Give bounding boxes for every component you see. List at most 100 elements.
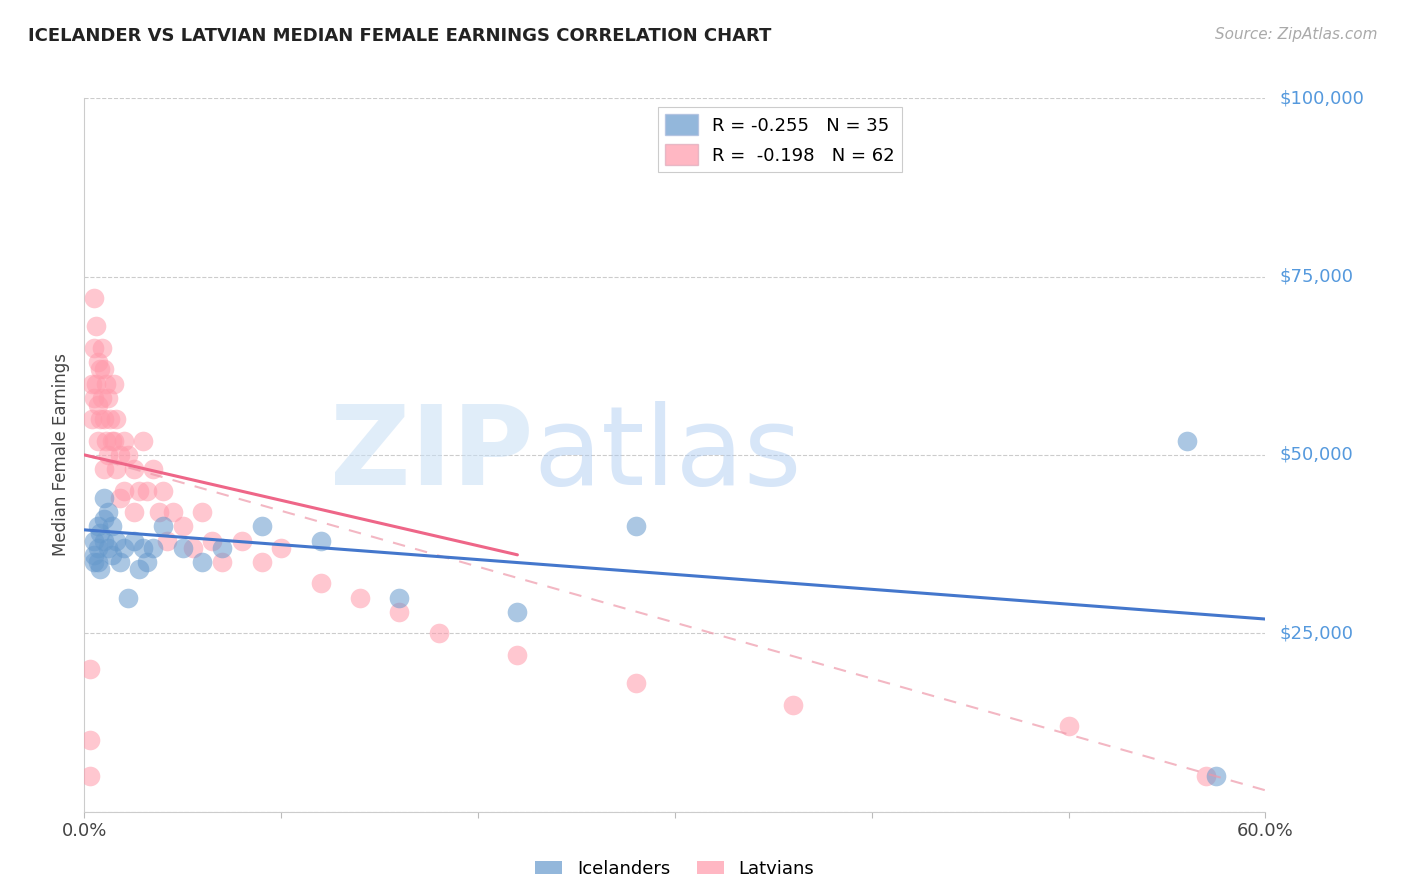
- Point: [128, 562, 150, 576]
- Point: [101, 548, 124, 562]
- Point: [309, 576, 332, 591]
- Point: [97, 448, 120, 462]
- Point: [93, 491, 115, 505]
- Point: [112, 434, 135, 448]
- Point: [94, 434, 117, 448]
- Point: [270, 541, 292, 555]
- Point: [89, 526, 111, 541]
- Point: [349, 591, 371, 605]
- Point: [250, 519, 273, 533]
- Point: [231, 533, 253, 548]
- Point: [1057, 719, 1080, 733]
- Point: [136, 555, 159, 569]
- Point: [181, 541, 204, 555]
- Point: [98, 412, 121, 426]
- Point: [211, 555, 233, 569]
- Point: [93, 533, 115, 548]
- Point: [79, 769, 101, 783]
- Point: [172, 541, 194, 555]
- Point: [93, 512, 115, 526]
- Point: [91, 391, 114, 405]
- Point: [152, 483, 174, 498]
- Point: [83, 533, 105, 548]
- Point: [172, 519, 194, 533]
- Point: [93, 362, 115, 376]
- Text: ZIP: ZIP: [330, 401, 533, 508]
- Legend: Icelanders, Latvians: Icelanders, Latvians: [529, 853, 821, 885]
- Point: [1205, 769, 1227, 783]
- Point: [388, 591, 411, 605]
- Point: [103, 376, 125, 391]
- Point: [104, 412, 127, 426]
- Point: [782, 698, 804, 712]
- Point: [122, 462, 145, 476]
- Text: $100,000: $100,000: [1279, 89, 1364, 107]
- Point: [97, 541, 120, 555]
- Text: Source: ZipAtlas.com: Source: ZipAtlas.com: [1215, 27, 1378, 42]
- Y-axis label: Median Female Earnings: Median Female Earnings: [52, 353, 70, 557]
- Point: [87, 541, 110, 555]
- Point: [83, 555, 105, 569]
- Point: [132, 434, 155, 448]
- Text: atlas: atlas: [533, 401, 801, 508]
- Point: [506, 648, 529, 662]
- Point: [79, 662, 101, 676]
- Point: [388, 605, 411, 619]
- Point: [112, 483, 135, 498]
- Point: [506, 605, 529, 619]
- Point: [427, 626, 450, 640]
- Point: [79, 733, 101, 747]
- Point: [108, 448, 131, 462]
- Point: [191, 555, 214, 569]
- Point: [117, 448, 139, 462]
- Point: [191, 505, 214, 519]
- Point: [128, 483, 150, 498]
- Point: [624, 519, 647, 533]
- Point: [142, 462, 165, 476]
- Point: [87, 434, 110, 448]
- Point: [1175, 434, 1198, 448]
- Point: [152, 519, 174, 533]
- Point: [87, 555, 110, 569]
- Point: [83, 291, 105, 305]
- Point: [132, 541, 155, 555]
- Point: [624, 676, 647, 690]
- Point: [162, 505, 184, 519]
- Text: ICELANDER VS LATVIAN MEDIAN FEMALE EARNINGS CORRELATION CHART: ICELANDER VS LATVIAN MEDIAN FEMALE EARNI…: [28, 27, 772, 45]
- Point: [89, 562, 111, 576]
- Point: [89, 412, 111, 426]
- Point: [93, 462, 115, 476]
- Point: [83, 548, 105, 562]
- Point: [101, 519, 124, 533]
- Point: [97, 391, 120, 405]
- Point: [104, 462, 127, 476]
- Point: [93, 412, 115, 426]
- Point: [83, 391, 105, 405]
- Point: [136, 483, 159, 498]
- Point: [108, 491, 131, 505]
- Point: [82, 412, 104, 426]
- Text: $25,000: $25,000: [1279, 624, 1354, 642]
- Point: [156, 533, 179, 548]
- Point: [148, 505, 170, 519]
- Point: [87, 398, 110, 412]
- Point: [108, 555, 131, 569]
- Point: [94, 376, 117, 391]
- Point: [83, 341, 105, 355]
- Point: [122, 533, 145, 548]
- Point: [1195, 769, 1218, 783]
- Point: [201, 533, 224, 548]
- Point: [84, 376, 107, 391]
- Point: [104, 533, 127, 548]
- Point: [112, 541, 135, 555]
- Point: [89, 362, 111, 376]
- Point: [84, 319, 107, 334]
- Point: [82, 376, 104, 391]
- Point: [117, 591, 139, 605]
- Point: [142, 541, 165, 555]
- Point: [97, 505, 120, 519]
- Point: [309, 533, 332, 548]
- Point: [250, 555, 273, 569]
- Text: $75,000: $75,000: [1279, 268, 1354, 285]
- Point: [103, 434, 125, 448]
